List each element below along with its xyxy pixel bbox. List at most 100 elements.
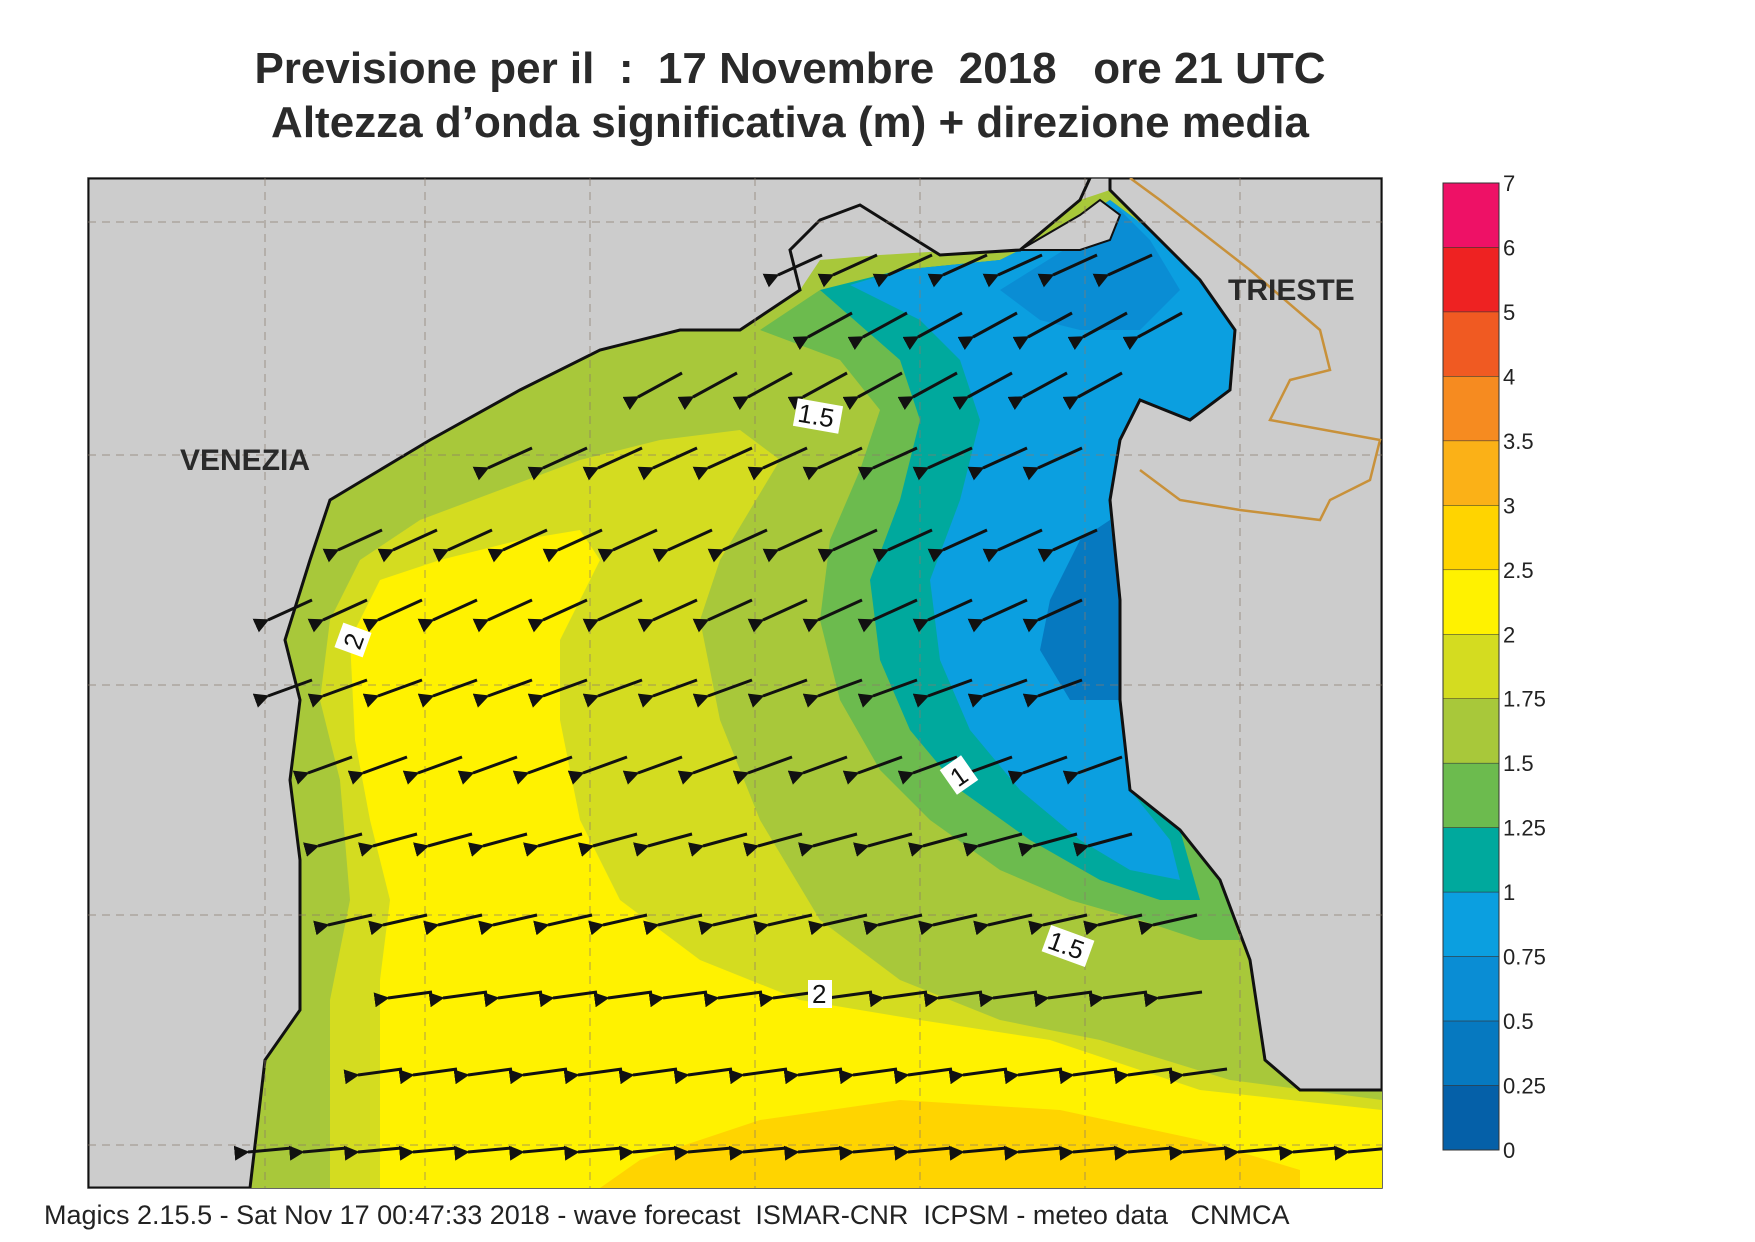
wave-direction-arrow bbox=[582, 446, 643, 481]
wave-direction-arrow bbox=[802, 678, 863, 708]
wave-direction-arrow bbox=[1003, 1067, 1063, 1085]
wave-direction-arrow bbox=[1143, 990, 1203, 1008]
colorbar-label: 0 bbox=[1503, 1138, 1515, 1163]
wave-direction-arrow bbox=[478, 913, 538, 936]
wave-direction-arrow bbox=[982, 528, 1043, 563]
wave-direction-arrow bbox=[527, 678, 588, 708]
wave-direction-arrow bbox=[322, 528, 383, 563]
wave-direction-arrow bbox=[692, 446, 753, 481]
wave-direction-arrow bbox=[472, 598, 533, 633]
wave-direction-arrow bbox=[787, 755, 848, 785]
wave-direction-arrow bbox=[362, 598, 423, 633]
wave-direction-arrow bbox=[432, 528, 493, 563]
colorbar-label: 5 bbox=[1503, 300, 1515, 325]
wave-direction-arrow bbox=[563, 1067, 623, 1085]
wave-direction-arrow bbox=[912, 598, 973, 633]
wave-direction-arrow bbox=[1278, 1145, 1338, 1161]
wave-direction-arrow bbox=[802, 598, 863, 633]
contour-label: 1.5 bbox=[796, 398, 837, 434]
wave-direction-arrow bbox=[487, 528, 548, 563]
wave-direction-arrow bbox=[1062, 755, 1123, 785]
colorbar-swatch bbox=[1442, 762, 1500, 828]
wave-direction-arrow bbox=[483, 990, 543, 1008]
wave-direction-arrow bbox=[1073, 832, 1133, 857]
wave-direction-arrow bbox=[802, 446, 863, 481]
wave-direction-arrow bbox=[677, 371, 738, 411]
wave-direction-arrow bbox=[842, 755, 903, 785]
wave-direction-arrow bbox=[413, 832, 473, 857]
wave-direction-arrow bbox=[1007, 755, 1068, 785]
wave-direction-arrow bbox=[1088, 990, 1148, 1008]
wave-direction-arrow bbox=[692, 678, 753, 708]
wave-direction-arrow bbox=[893, 1067, 953, 1085]
wave-direction-arrow bbox=[423, 913, 483, 936]
wave-direction-arrow bbox=[732, 755, 793, 785]
wave-direction-arrow bbox=[1022, 446, 1083, 481]
wave-direction-arrow bbox=[362, 678, 423, 708]
wave-direction-arrow bbox=[637, 446, 698, 481]
wave-direction-arrow bbox=[957, 311, 1018, 351]
wave-direction-arrow bbox=[747, 446, 808, 481]
wave-direction-arrow bbox=[373, 990, 433, 1008]
wave-direction-arrow bbox=[817, 253, 878, 288]
wave-direction-arrow bbox=[838, 1067, 898, 1085]
wave-direction-arrow bbox=[912, 678, 973, 708]
wave-direction-arrow bbox=[817, 528, 878, 563]
colorbar-label: 4 bbox=[1503, 364, 1515, 389]
colorbar-label: 0.25 bbox=[1503, 1074, 1546, 1099]
wave-direction-arrow bbox=[927, 253, 988, 288]
wave-direction-arrow bbox=[857, 598, 918, 633]
colorbar-label: 1 bbox=[1503, 880, 1515, 905]
wave-direction-arrow bbox=[762, 253, 823, 288]
colorbar-label: 0.75 bbox=[1503, 945, 1546, 970]
wave-direction-arrow bbox=[857, 678, 918, 708]
wave-direction-arrow bbox=[233, 1145, 293, 1161]
colorbar-label: 2.5 bbox=[1503, 558, 1534, 583]
wave-direction-arrow bbox=[688, 832, 748, 857]
wave-direction-arrow bbox=[978, 990, 1038, 1008]
colorbar-swatch bbox=[1442, 247, 1500, 313]
wave-direction-arrow bbox=[783, 1145, 843, 1161]
colorbar-label: 0.5 bbox=[1503, 1009, 1534, 1034]
wave-direction-arrow bbox=[1007, 371, 1068, 411]
wave-direction-arrow bbox=[652, 528, 713, 563]
wave-direction-arrow bbox=[808, 913, 868, 936]
wave-direction-arrow bbox=[1018, 832, 1078, 857]
wave-direction-arrow bbox=[948, 1067, 1008, 1085]
wave-direction-arrow bbox=[902, 311, 963, 351]
wave-direction-arrow bbox=[857, 446, 918, 481]
wave-direction-arrow bbox=[377, 528, 438, 563]
colorbar-swatch bbox=[1442, 376, 1500, 442]
wave-direction-arrow bbox=[1003, 1145, 1063, 1161]
wave-direction-arrow bbox=[952, 755, 1013, 785]
sea-area bbox=[250, 190, 1382, 1188]
wave-direction-arrow bbox=[847, 311, 908, 351]
wave-direction-arrow bbox=[728, 1067, 788, 1085]
wave-direction-arrow bbox=[783, 1067, 843, 1085]
contour-label: 2 bbox=[812, 979, 826, 1009]
wave-direction-arrow bbox=[618, 1145, 678, 1161]
wave-direction-arrow bbox=[707, 528, 768, 563]
wave-direction-arrow bbox=[923, 990, 983, 1008]
wave-direction-arrow bbox=[453, 1067, 513, 1085]
wave-direction-arrow bbox=[1028, 913, 1088, 936]
colorbar-label: 7 bbox=[1503, 171, 1515, 196]
wave-direction-arrow bbox=[1022, 678, 1083, 708]
colorbar-swatch bbox=[1442, 440, 1500, 506]
wave-direction-arrow bbox=[582, 678, 643, 708]
wave-direction-arrow bbox=[1062, 371, 1123, 411]
wave-direction-arrow bbox=[872, 528, 933, 563]
wave-direction-arrow bbox=[1138, 913, 1198, 936]
wave-direction-arrow bbox=[1113, 1145, 1173, 1161]
wave-direction-arrow bbox=[428, 990, 488, 1008]
wave-direction-arrow bbox=[1033, 990, 1093, 1008]
wave-direction-arrow bbox=[582, 598, 643, 633]
wave-direction-arrow bbox=[747, 678, 808, 708]
wave-direction-arrow bbox=[673, 1067, 733, 1085]
wave-direction-arrow bbox=[637, 678, 698, 708]
city-label-trieste: TRIESTE bbox=[1228, 274, 1355, 307]
wave-direction-arrow bbox=[897, 371, 958, 411]
colorbar-swatch bbox=[1442, 1085, 1500, 1151]
wave-direction-arrow bbox=[637, 598, 698, 633]
